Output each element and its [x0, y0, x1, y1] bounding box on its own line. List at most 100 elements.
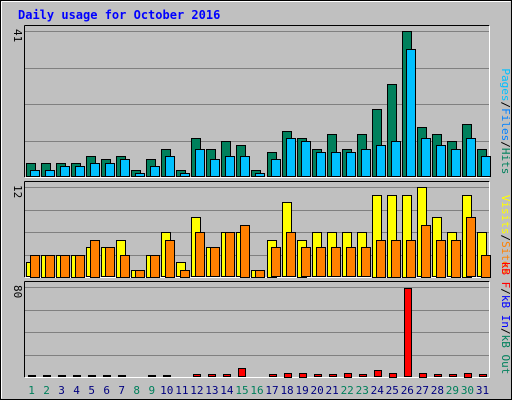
bar-pages	[436, 145, 446, 177]
panel-background	[24, 281, 490, 378]
bar-sites	[286, 232, 296, 277]
day-labels: 1 2 3 4 5 6 7 8 9 10 11 12 13 14 15 16 17 18 19 20 21 22 23 24 2…	[28, 384, 489, 397]
bar-sites	[361, 247, 371, 277]
legend-entry: kB In	[499, 295, 512, 328]
bar-pages	[316, 152, 326, 177]
day-label: 29	[446, 384, 459, 397]
bar-kb-f	[344, 373, 352, 378]
day-label: 25	[386, 384, 399, 397]
day-label: 18	[280, 384, 293, 397]
bar-sites	[346, 247, 356, 277]
legend-entry: /	[499, 102, 512, 109]
legend-entry: /	[499, 288, 512, 295]
bar-kb-f	[28, 375, 36, 377]
bar-kb-f	[88, 375, 96, 377]
bar-kb-f	[329, 374, 337, 377]
day-label: 1	[28, 384, 35, 397]
day-label: 24	[371, 384, 385, 397]
legend-entry: Hits	[499, 148, 512, 175]
legend-entry: /	[499, 235, 512, 242]
bar-sites	[240, 225, 250, 278]
legend: kB F/kB In/kB Out	[499, 262, 512, 375]
day-label: 23	[356, 384, 369, 397]
bar-kb-f	[269, 374, 277, 377]
bar-sites	[331, 247, 341, 277]
bar-sites	[301, 247, 311, 277]
bar-kb-f	[284, 373, 292, 378]
day-label: 31	[476, 384, 489, 397]
bar-sites	[406, 240, 416, 278]
bar-pages	[210, 159, 220, 177]
day-label: 2	[43, 384, 50, 397]
bar-kb-f	[193, 374, 201, 377]
bar-pages	[466, 138, 476, 177]
day-label: 7	[118, 384, 125, 397]
bar-pages	[331, 152, 341, 177]
day-label: 12	[190, 384, 203, 397]
bar-kb-f	[314, 374, 322, 377]
day-label: 16	[250, 384, 263, 397]
day-label: 6	[103, 384, 110, 397]
bar-sites	[316, 247, 326, 277]
bar-kb-f	[434, 374, 442, 377]
bar-kb-f	[479, 374, 487, 377]
legend-entry: kB Out	[499, 335, 512, 375]
bar-sites	[75, 255, 85, 278]
bar-kb-f	[299, 373, 307, 378]
legend: Visits/Sites	[499, 195, 512, 274]
day-label: 22	[341, 384, 354, 397]
bar-kb-f	[449, 374, 457, 377]
bar-sites	[135, 270, 145, 278]
bar-pages	[225, 156, 235, 177]
bar-kb-f	[464, 373, 472, 378]
bar-pages	[180, 173, 190, 177]
bar-pages	[421, 138, 431, 177]
bar-kb-f	[163, 375, 171, 377]
bar-kb-f	[404, 288, 412, 377]
bar-sites	[180, 270, 190, 278]
bar-sites	[481, 255, 491, 278]
bar-pages	[135, 173, 145, 177]
bar-sites	[30, 255, 40, 278]
bar-pages	[165, 156, 175, 177]
bar-kb-f	[103, 375, 111, 377]
bar-sites	[45, 255, 55, 278]
day-label: 13	[205, 384, 218, 397]
bar-kb-f	[73, 375, 81, 377]
bar-kb-f	[223, 374, 231, 377]
bar-pages	[271, 159, 281, 177]
day-label: 4	[73, 384, 80, 397]
y-max-label: 41	[11, 29, 24, 42]
day-label: 20	[311, 384, 324, 397]
bar-sites	[165, 240, 175, 278]
day-label: 21	[326, 384, 339, 397]
bar-pages	[391, 141, 401, 177]
bar-sites	[421, 225, 431, 278]
legend: Pages/Files/Hits	[499, 68, 512, 174]
bar-kb-f	[389, 373, 397, 378]
bar-pages	[481, 156, 491, 177]
day-label: 8	[133, 384, 140, 397]
bar-sites	[271, 247, 281, 277]
bar-pages	[105, 163, 115, 177]
day-label: 28	[431, 384, 444, 397]
bar-kb-f	[238, 368, 246, 377]
bar-pages	[195, 149, 205, 177]
day-label: 14	[220, 384, 234, 397]
day-label: 17	[265, 384, 278, 397]
day-label: 27	[416, 384, 429, 397]
bar-pages	[120, 159, 130, 177]
bar-pages	[90, 163, 100, 177]
legend-entry: Sites	[499, 241, 512, 274]
y-max-label: 80	[11, 285, 24, 298]
bar-pages	[361, 149, 371, 177]
bar-sites	[90, 240, 100, 278]
bar-sites	[466, 217, 476, 277]
legend-entry: Visits	[499, 195, 512, 235]
bar-sites	[210, 247, 220, 277]
chart-title: Daily usage for October 2016	[18, 8, 221, 22]
bar-sites	[391, 240, 401, 278]
